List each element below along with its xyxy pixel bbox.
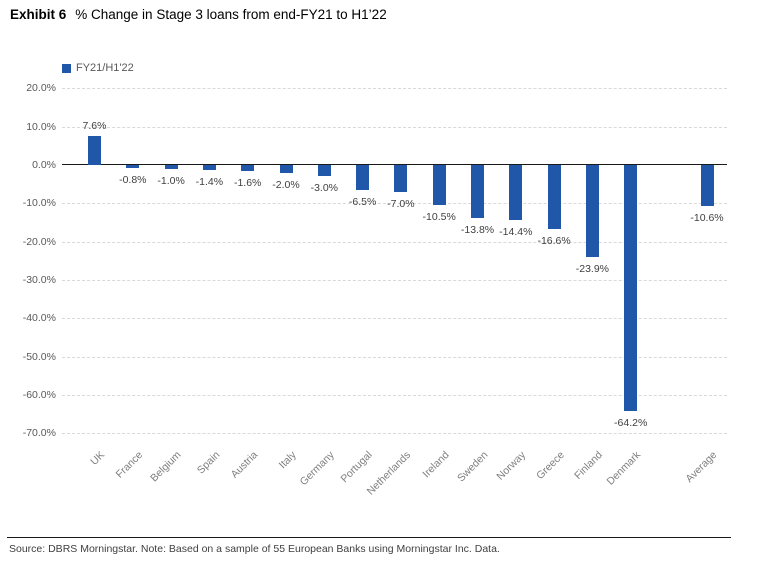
y-axis-tick-label: -60.0% (22, 388, 56, 401)
bar-netherlands (394, 165, 408, 192)
x-axis-category-label: Average (683, 449, 720, 486)
gridline (62, 318, 727, 320)
gridline (62, 88, 727, 90)
bar-value-label: -10.6% (690, 211, 724, 224)
y-axis-tick-label: -70.0% (22, 427, 56, 440)
x-axis-category-label: Austria (228, 449, 261, 481)
y-axis-tick-label: 0.0% (32, 159, 56, 171)
bar-value-label: 7.6% (82, 119, 107, 132)
source-note: Source: DBRS Morningstar. Note: Based on… (9, 543, 500, 555)
x-axis-category-label: France (113, 449, 146, 481)
y-axis-tick-label: -40.0% (22, 312, 56, 325)
y-axis-tick-label: -50.0% (22, 350, 56, 363)
bar-finland (585, 165, 599, 257)
bar-value-label: -10.5% (422, 211, 456, 224)
bar-value-label: -1.6% (233, 177, 262, 190)
bar-portugal (356, 165, 370, 190)
bar-value-label: -16.6% (537, 234, 571, 247)
bar-denmark (624, 165, 638, 411)
x-axis-category-label: Norway (494, 449, 529, 483)
x-axis-category-label: Greece (533, 449, 567, 482)
bar-value-label: -2.0% (272, 178, 300, 191)
bar-value-label: -3.0% (310, 182, 339, 195)
bar-norway (509, 165, 523, 221)
x-axis-category-label: Finland (572, 449, 605, 482)
bar-value-label: -64.2% (614, 416, 648, 429)
bar-sweden (471, 165, 484, 218)
bar-value-label: -6.5% (348, 195, 377, 208)
x-axis-category-label: Ireland (420, 449, 452, 481)
bar-spain (202, 165, 216, 171)
bar-greece (547, 165, 561, 229)
y-axis-tick-label: -30.0% (22, 273, 56, 286)
chart-legend: FY21/H1'22 (62, 62, 134, 74)
exhibit-number-label: Exhibit 6 (10, 7, 67, 22)
bar-ireland (432, 165, 446, 206)
x-axis-category-label: Portugal (338, 449, 376, 486)
legend-swatch-icon (62, 63, 71, 73)
bar-value-label: -14.4% (499, 226, 533, 239)
bar-value-label: -1.4% (195, 176, 224, 189)
x-axis-category-label: Germany (297, 449, 337, 489)
y-axis-tick-label: 20.0% (26, 82, 56, 95)
x-axis-category-label: UK (88, 449, 107, 468)
bar-value-label: -13.8% (460, 223, 495, 236)
gridline (62, 241, 727, 243)
x-axis-category-label: Spain (194, 449, 222, 477)
gridline (62, 279, 727, 281)
gridline (62, 203, 727, 205)
bar-germany (317, 165, 331, 177)
chart-title-text: % Change in Stage 3 loans from end-FY21 … (75, 7, 387, 22)
bar-uk (88, 135, 101, 165)
footer-divider (7, 537, 731, 538)
gridline (62, 126, 727, 128)
x-axis-category-label: Denmark (604, 449, 644, 488)
y-axis-tick-label: -20.0% (22, 235, 56, 248)
gridline (62, 394, 727, 396)
bar-value-label: -1.0% (157, 174, 185, 187)
bar-value-label: -0.8% (119, 174, 147, 187)
y-axis-tick-label: -10.0% (22, 197, 56, 210)
gridline (62, 433, 727, 435)
bar-value-label: -7.0% (387, 197, 415, 210)
zero-axis-line (62, 164, 727, 165)
chart-title: Exhibit 6 % Change in Stage 3 loans from … (10, 7, 387, 22)
bar-italy (279, 165, 293, 173)
x-axis-category-label: Italy (276, 449, 299, 472)
bar-value-label: -23.9% (575, 262, 610, 275)
bar-austria (241, 165, 255, 172)
y-axis-tick-label: 10.0% (26, 120, 56, 133)
x-axis-category-label: Belgium (148, 449, 184, 485)
legend-series-label: FY21/H1'22 (76, 62, 134, 74)
bar-average (700, 165, 714, 206)
gridline (62, 356, 727, 358)
bar-belgium (164, 165, 178, 169)
bar-france (126, 165, 140, 169)
x-axis-category-label: Sweden (454, 449, 490, 485)
